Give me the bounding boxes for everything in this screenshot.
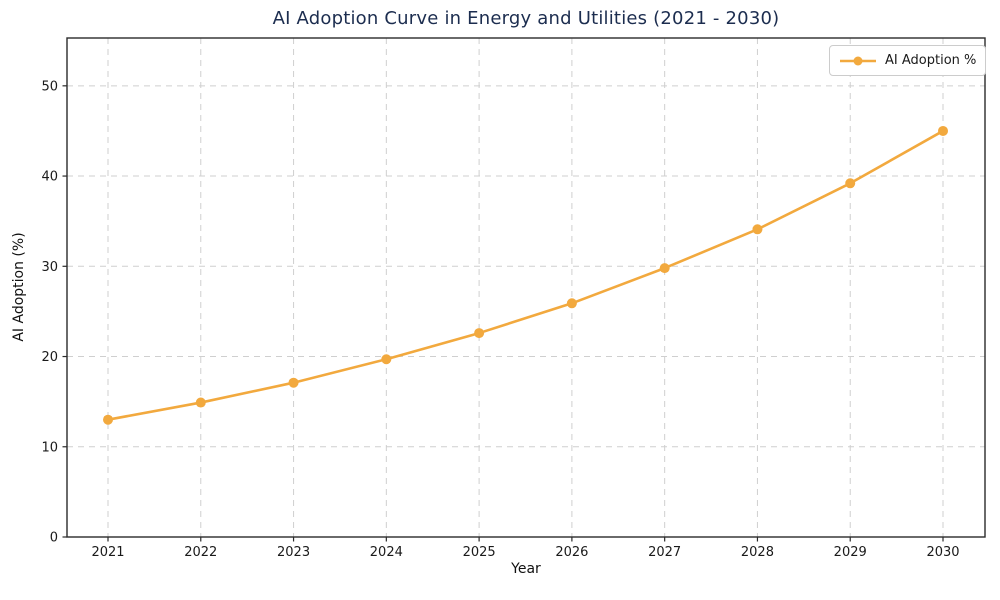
data-point-2025 (474, 328, 485, 339)
legend-marker-icon (853, 56, 863, 65)
y-tick-label: 0 (50, 531, 58, 546)
data-point-2023 (288, 377, 299, 388)
x-tick-label: 2023 (277, 545, 310, 560)
data-point-2030 (938, 125, 948, 136)
y-tick-label: 10 (41, 440, 58, 455)
legend-label: AI Adoption % (885, 53, 977, 68)
x-tick-label: 2028 (741, 545, 774, 560)
plot-frame (66, 37, 986, 538)
x-tick-label: 2026 (555, 545, 588, 560)
x-tick-label: 2025 (463, 545, 496, 560)
x-axis-label: Year (511, 561, 541, 577)
data-point-2026 (566, 298, 577, 309)
data-point-2028 (752, 224, 763, 235)
data-point-2022 (195, 397, 206, 408)
x-tick-label: 2024 (370, 545, 403, 560)
x-tick-label: 2029 (834, 545, 867, 560)
x-tick-label: 2022 (184, 545, 217, 560)
data-point-2027 (659, 263, 670, 274)
data-point-2024 (381, 354, 392, 365)
x-tick-label: 2027 (648, 545, 681, 560)
data-point-2029 (845, 178, 856, 189)
y-tick-label: 20 (41, 350, 58, 365)
legend: AI Adoption % (829, 45, 987, 76)
adoption-line (106, 129, 945, 421)
y-tick-label: 50 (41, 79, 58, 94)
y-tick-label: 40 (41, 170, 58, 185)
x-tick-label: 2030 (926, 545, 959, 560)
chart-title: AI Adoption Curve in Energy and Utilitie… (272, 8, 780, 29)
legend-line-marker-icon (840, 56, 876, 65)
x-tick-label: 2021 (91, 545, 124, 560)
y-tick-label: 30 (41, 260, 58, 275)
data-point-2021 (103, 414, 113, 425)
y-axis-label: AI Adoption (%) (11, 232, 27, 342)
